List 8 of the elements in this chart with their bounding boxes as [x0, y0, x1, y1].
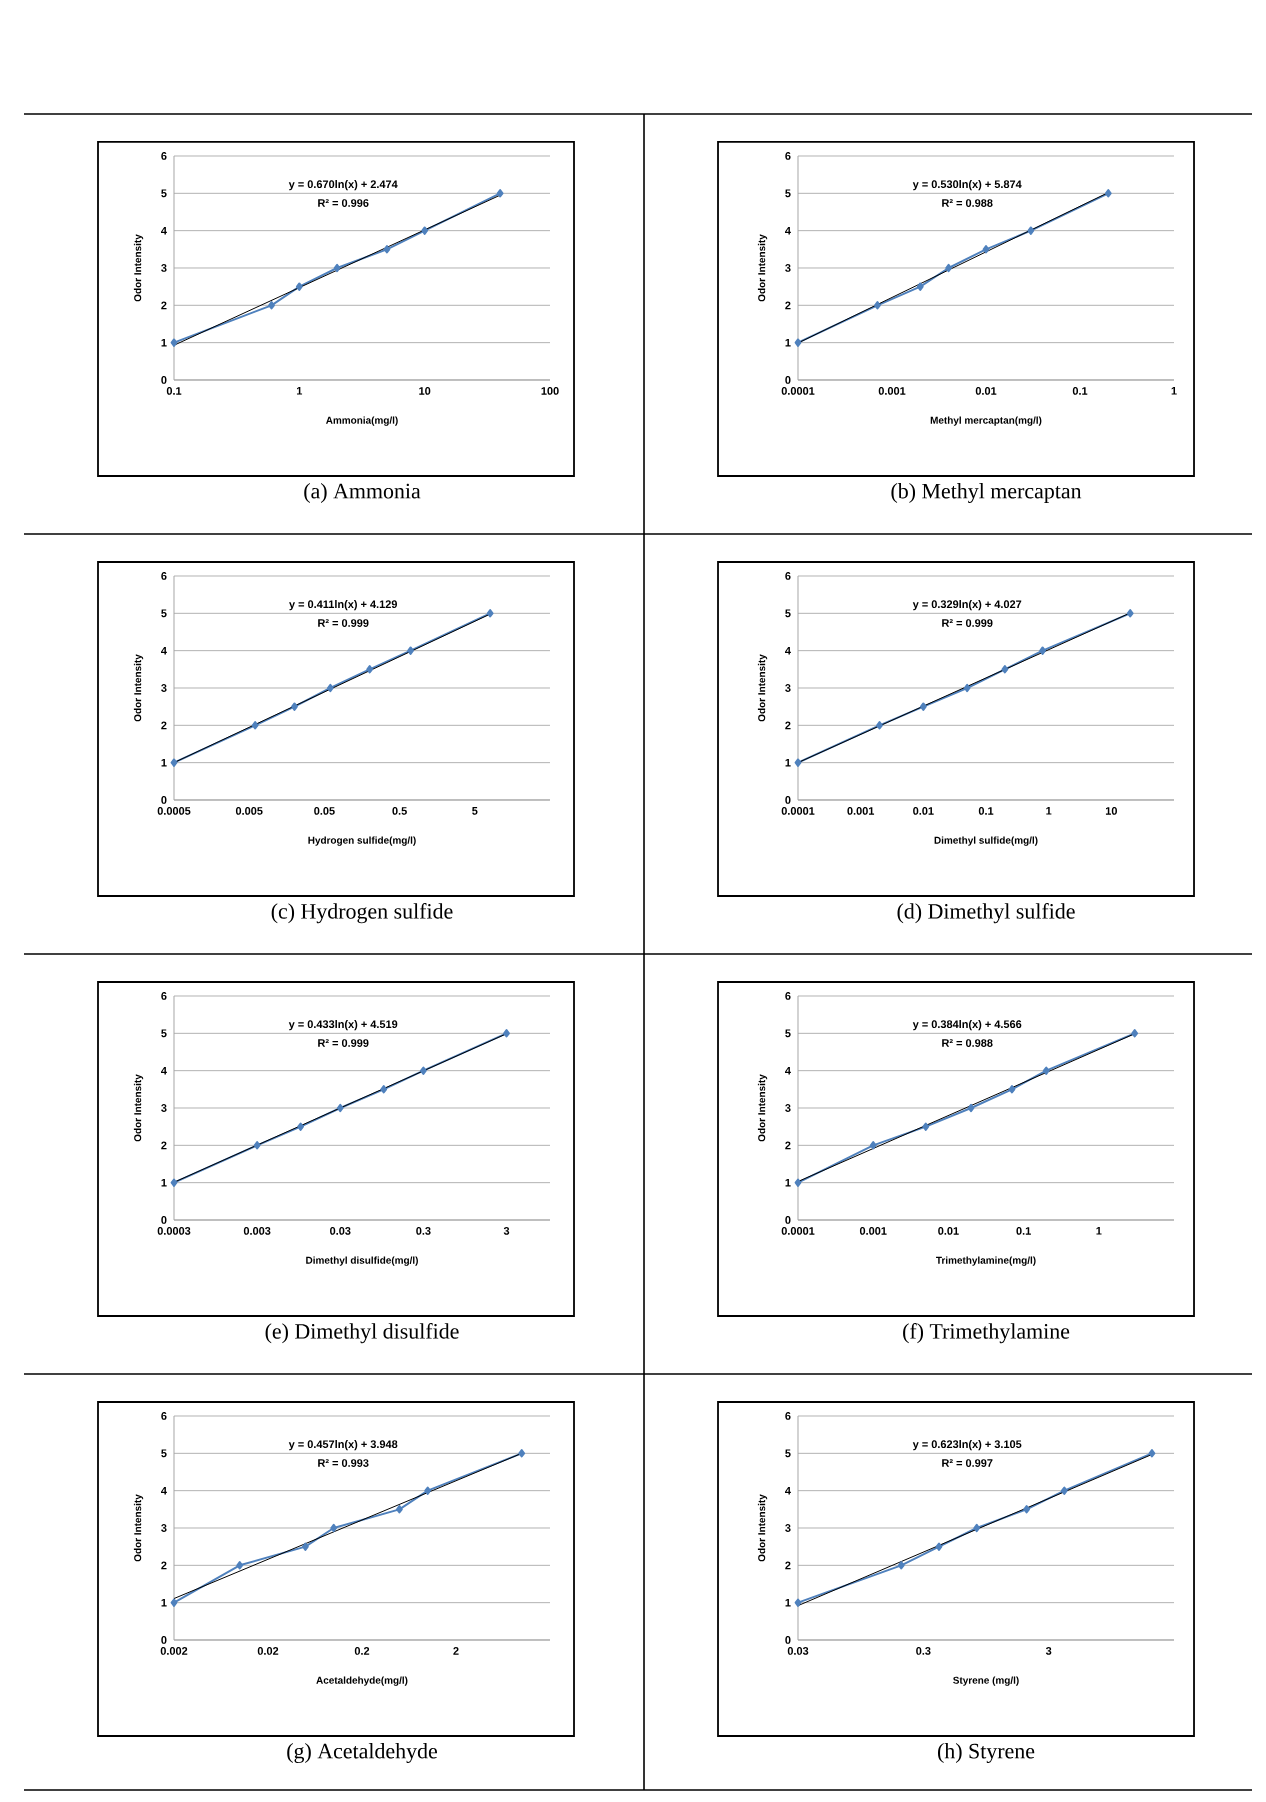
text: (d) Dimethyl sulfide: [897, 903, 1075, 924]
text: (h) Styrene: [937, 1743, 1035, 1764]
text: (f) Trimethylamine: [903, 1323, 1070, 1344]
text: (e) Dimethyl disulfide: [265, 1323, 459, 1344]
text: (g) Acetaldehyde: [287, 1743, 438, 1764]
text: (c) Hydrogen sulfide: [271, 903, 453, 924]
text: (b) Methyl mercaptan: [891, 483, 1082, 503]
text: (a) Ammonia: [304, 483, 421, 503]
